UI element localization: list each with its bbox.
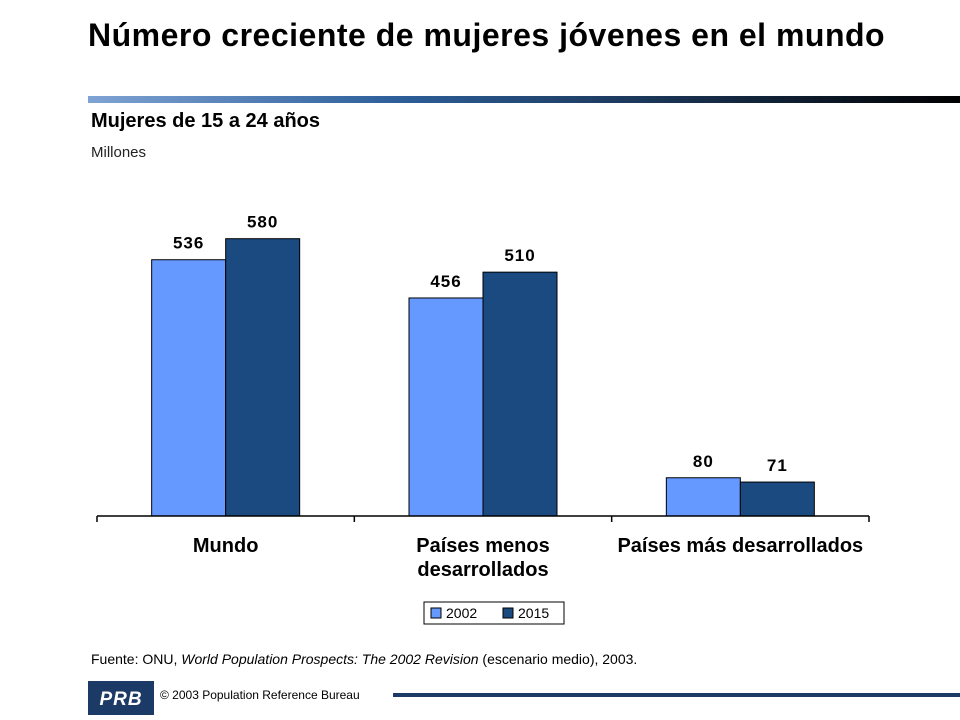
category-label-line: Mundo <box>193 535 259 557</box>
source-note: Fuente: ONU, World Population Prospects:… <box>91 651 637 667</box>
legend-swatch-2002 <box>430 607 442 619</box>
bar-2015-3 <box>739 481 815 517</box>
copyright-text: © 2003 Population Reference Bureau <box>160 688 360 702</box>
legend-label-2015: 2015 <box>518 605 549 621</box>
bars-group <box>151 238 815 517</box>
source-suffix: (escenario medio), 2003. <box>478 651 638 667</box>
page-title: Número creciente de mujeres jóvenes en e… <box>88 17 886 53</box>
category-label-line: desarrollados <box>417 559 548 581</box>
value-label-2015-3: 71 <box>767 456 788 475</box>
category-label-line: Países menos <box>416 535 549 557</box>
value-label-2015-1: 580 <box>247 213 278 232</box>
bar-2015-1 <box>225 238 301 517</box>
bar-2002-3 <box>665 477 741 517</box>
x-axis <box>96 515 870 522</box>
category-label-line: Países más desarrollados <box>617 535 863 557</box>
source-prefix: Fuente: ONU, <box>91 651 182 667</box>
legend: 2002 2015 <box>423 601 565 625</box>
source-title: World Population Prospects: The 2002 Rev… <box>181 651 479 667</box>
value-label-2015-2: 510 <box>504 246 535 265</box>
category-label-1: Mundo <box>193 535 259 557</box>
legend-swatch-2015 <box>502 607 514 619</box>
category-label-2: Países menos desarrollados <box>416 535 549 581</box>
category-labels-group: Mundo Países menos desarrollados Países más… <box>193 535 863 581</box>
bar-chart: 536 580 456 510 80 71 Mundo Países menos desarr… <box>96 213 870 625</box>
value-label-2002-1: 536 <box>173 234 204 253</box>
legend-box <box>423 601 565 625</box>
bar-2002-1 <box>151 259 227 517</box>
value-labels-group: 536 580 456 510 80 71 <box>173 213 788 475</box>
logo-lettering: PRB <box>99 689 142 710</box>
footer-rule <box>393 693 960 697</box>
title-underline <box>88 96 960 103</box>
legend-label-2002: 2002 <box>446 605 477 621</box>
bar-2015-2 <box>482 271 558 517</box>
chart-subtitle: Mujeres de 15 a 24 años <box>91 110 321 132</box>
value-label-2002-2: 456 <box>430 272 461 291</box>
units-label: Millones <box>91 144 147 161</box>
value-label-2002-3: 80 <box>693 452 714 471</box>
prb-logo: PRB <box>88 681 154 715</box>
category-label-3: Países más desarrollados <box>617 535 863 557</box>
bar-2002-2 <box>408 297 484 517</box>
